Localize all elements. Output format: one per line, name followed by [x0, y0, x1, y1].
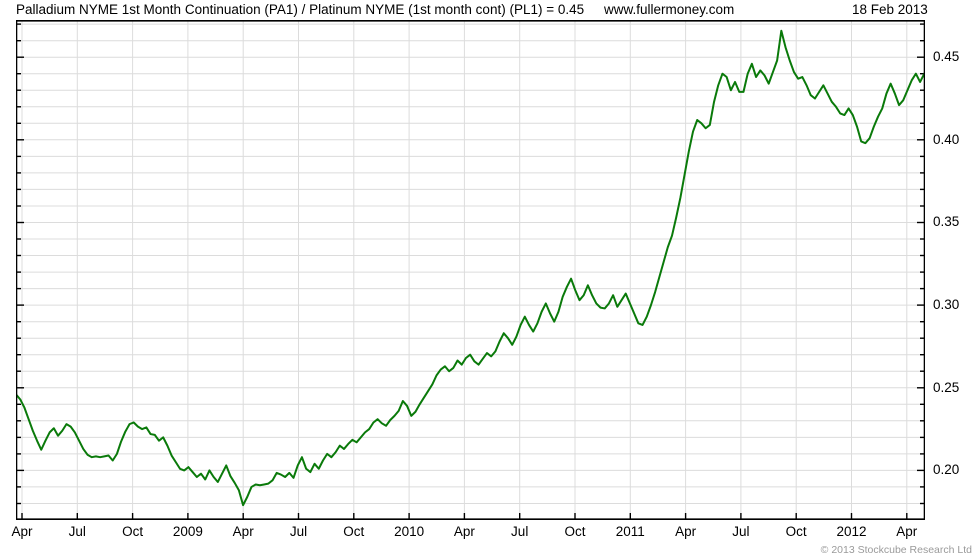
x-axis-tick-label: 2011 — [615, 524, 645, 539]
y-axis-tick-label: 0.45 — [933, 49, 960, 65]
x-axis-tick-label: Jul — [732, 524, 750, 539]
x-axis-tick-label: Oct — [343, 524, 365, 539]
y-axis-tick-label: 0.25 — [933, 379, 960, 395]
x-axis-tick-label: Apr — [675, 524, 697, 539]
x-axis-tick-label: Jul — [68, 524, 86, 539]
y-axis-tick-label: 0.40 — [933, 131, 960, 147]
x-axis-tick-label: Jul — [511, 524, 529, 539]
x-axis-tick-label: Apr — [896, 524, 918, 539]
y-axis-tick-label: 0.30 — [933, 297, 960, 313]
y-axis-tick-label: 0.35 — [933, 214, 960, 230]
y-axis-ticks — [16, 23, 925, 505]
x-axis-tick-label: Apr — [11, 524, 33, 539]
gridlines-major — [21, 20, 908, 520]
x-axis-tick-label: Oct — [122, 524, 144, 539]
x-axis-tick-label: Apr — [232, 524, 254, 539]
x-axis-tick-label: Apr — [453, 524, 475, 539]
y-axis-tick-label: 0.20 — [933, 462, 960, 478]
chart-title: Palladium NYME 1st Month Continuation (P… — [16, 2, 585, 17]
x-axis-tick-label: Oct — [564, 524, 586, 539]
chart-date: 18 Feb 2013 — [852, 2, 928, 17]
copyright-notice: © 2013 Stockcube Research Ltd — [820, 544, 972, 556]
x-axis-tick-label: 2009 — [172, 524, 203, 539]
x-axis-tick-label: 2010 — [394, 524, 425, 539]
x-axis-tick-label: Oct — [785, 524, 807, 539]
x-axis-tick-label: 2012 — [836, 524, 867, 539]
ratio-series-line — [16, 29, 925, 507]
price-line-chart — [16, 20, 925, 520]
plot-frame — [16, 20, 925, 520]
x-axis-tick-label: Jul — [289, 524, 308, 539]
gridlines-minor — [16, 23, 925, 504]
plot-area — [16, 20, 925, 520]
website-label: www.fullermoney.com — [604, 2, 735, 17]
